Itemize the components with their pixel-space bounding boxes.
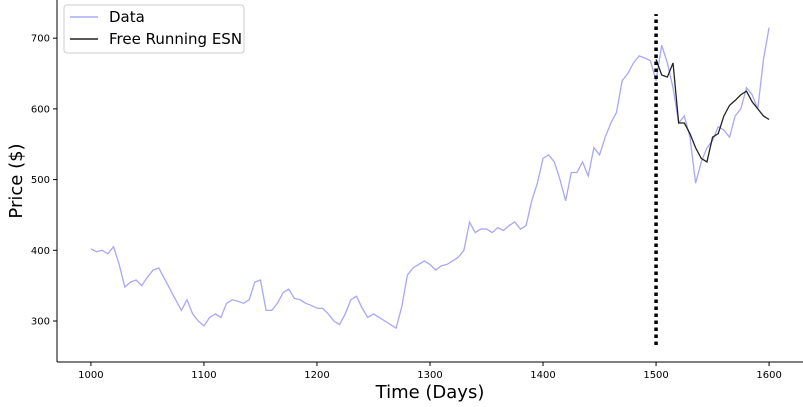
x-tick-label: 1600 xyxy=(756,370,781,381)
x-tick-label: 1100 xyxy=(191,370,216,381)
y-tick-label: 600 xyxy=(31,104,50,115)
x-tick-label: 1400 xyxy=(530,370,555,381)
x-tick-label: 1500 xyxy=(643,370,668,381)
legend: Data Free Running ESN xyxy=(63,4,245,54)
legend-box xyxy=(63,4,245,54)
y-axis-label: Price ($) xyxy=(6,143,27,218)
x-tick-label: 1000 xyxy=(78,370,103,381)
y-tick-label: 500 xyxy=(31,175,50,186)
y-tick-label: 400 xyxy=(31,246,50,257)
series-line xyxy=(90,27,770,330)
x-axis-label: Time (Days) xyxy=(375,382,485,403)
series-line xyxy=(655,59,770,163)
legend-label: Data xyxy=(109,8,145,26)
legend-label: Free Running ESN xyxy=(109,30,242,48)
y-tick-label: 300 xyxy=(31,316,50,327)
y-tick-label: 700 xyxy=(31,34,50,45)
x-tick-label: 1300 xyxy=(417,370,442,381)
x-tick-label: 1200 xyxy=(304,370,329,381)
